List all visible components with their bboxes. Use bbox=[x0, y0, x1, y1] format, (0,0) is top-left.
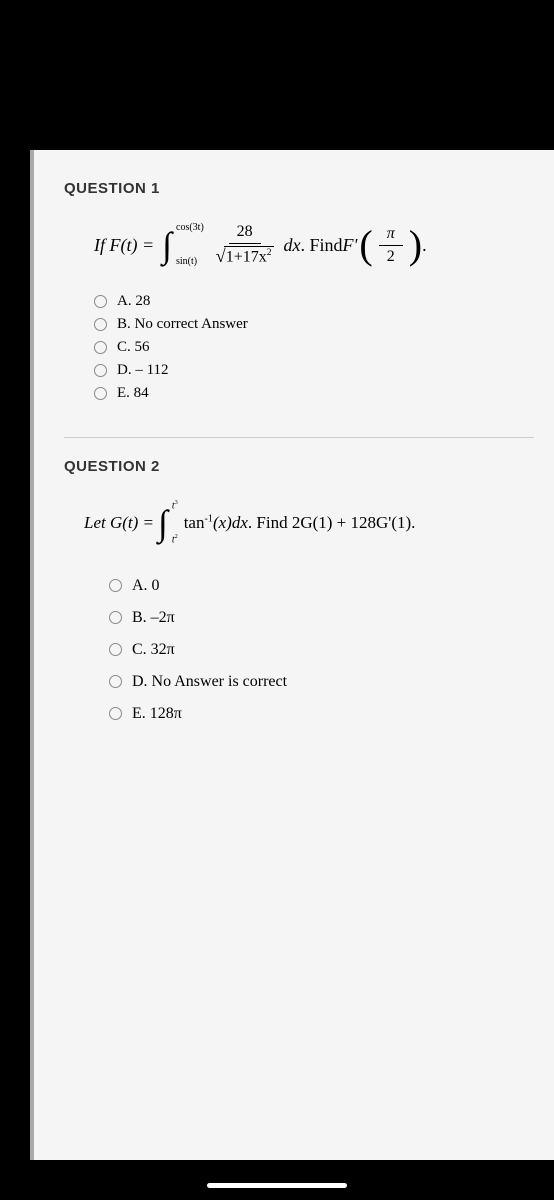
q2-option-a[interactable]: A. 0 bbox=[109, 577, 534, 595]
q1-numerator: 28 bbox=[229, 223, 261, 244]
radio-icon[interactable] bbox=[94, 387, 107, 400]
q2-option-c[interactable]: C. 32π bbox=[109, 641, 534, 659]
q2-find: . Find 2G(1) + 128G'(1). bbox=[248, 513, 416, 533]
q2-prefix: Let G(t) = bbox=[84, 513, 154, 533]
q2-limits: t3 t2 bbox=[172, 500, 178, 547]
q1-fraction: 28 √1+17x2 bbox=[216, 223, 274, 267]
q1-header: QUESTION 1 bbox=[64, 180, 534, 197]
q2-option-e[interactable]: E. 128π bbox=[109, 705, 534, 723]
q2-formula: Let G(t) = ∫ t3 t2 tan-1(x)dx . Find 2G(… bbox=[84, 500, 534, 547]
q1-formula: If F(t) = ∫ cos(3t) sin(t) 28 √1+17x2 dx… bbox=[94, 222, 534, 268]
radio-icon[interactable] bbox=[109, 643, 122, 656]
q1-fprime: F' bbox=[343, 235, 358, 256]
q1-options: A. 28 B. No correct Answer C. 56 D. – 11… bbox=[94, 293, 534, 402]
integral-symbol: ∫ bbox=[158, 505, 168, 541]
page-container: QUESTION 1 If F(t) = ∫ cos(3t) sin(t) 28… bbox=[30, 150, 554, 1160]
q1-prefix: If F(t) = bbox=[94, 235, 154, 256]
q2-integrand: tan-1(x)dx bbox=[184, 513, 248, 533]
radio-icon[interactable] bbox=[94, 341, 107, 354]
q2-header: QUESTION 2 bbox=[64, 458, 534, 475]
radio-icon[interactable] bbox=[109, 579, 122, 592]
q2-option-d[interactable]: D. No Answer is correct bbox=[109, 673, 534, 691]
q2-options: A. 0 B. –2π C. 32π D. No Answer is corre… bbox=[109, 577, 534, 723]
q1-dx: dx bbox=[284, 235, 301, 256]
home-indicator bbox=[207, 1183, 347, 1188]
radio-icon[interactable] bbox=[94, 295, 107, 308]
radio-icon[interactable] bbox=[94, 364, 107, 377]
q1-option-e[interactable]: E. 84 bbox=[94, 385, 534, 402]
q1-option-a[interactable]: A. 28 bbox=[94, 293, 534, 310]
divider bbox=[64, 437, 534, 438]
radio-icon[interactable] bbox=[109, 707, 122, 720]
q1-lower-limit: sin(t) bbox=[176, 256, 204, 268]
q2-option-b[interactable]: B. –2π bbox=[109, 609, 534, 627]
q1-upper-limit: cos(3t) bbox=[176, 222, 204, 234]
q1-find: . Find bbox=[301, 235, 343, 256]
radio-icon[interactable] bbox=[94, 318, 107, 331]
q1-option-c[interactable]: C. 56 bbox=[94, 339, 534, 356]
q1-denominator: √1+17x2 bbox=[216, 244, 274, 267]
q1-limits: cos(3t) sin(t) bbox=[176, 222, 204, 268]
radio-icon[interactable] bbox=[109, 675, 122, 688]
q1-option-b[interactable]: B. No correct Answer bbox=[94, 316, 534, 333]
radio-icon[interactable] bbox=[109, 611, 122, 624]
q1-paren: ( π 2 ) bbox=[359, 225, 422, 266]
integral-symbol: ∫ bbox=[162, 227, 172, 263]
q1-option-d[interactable]: D. – 112 bbox=[94, 362, 534, 379]
